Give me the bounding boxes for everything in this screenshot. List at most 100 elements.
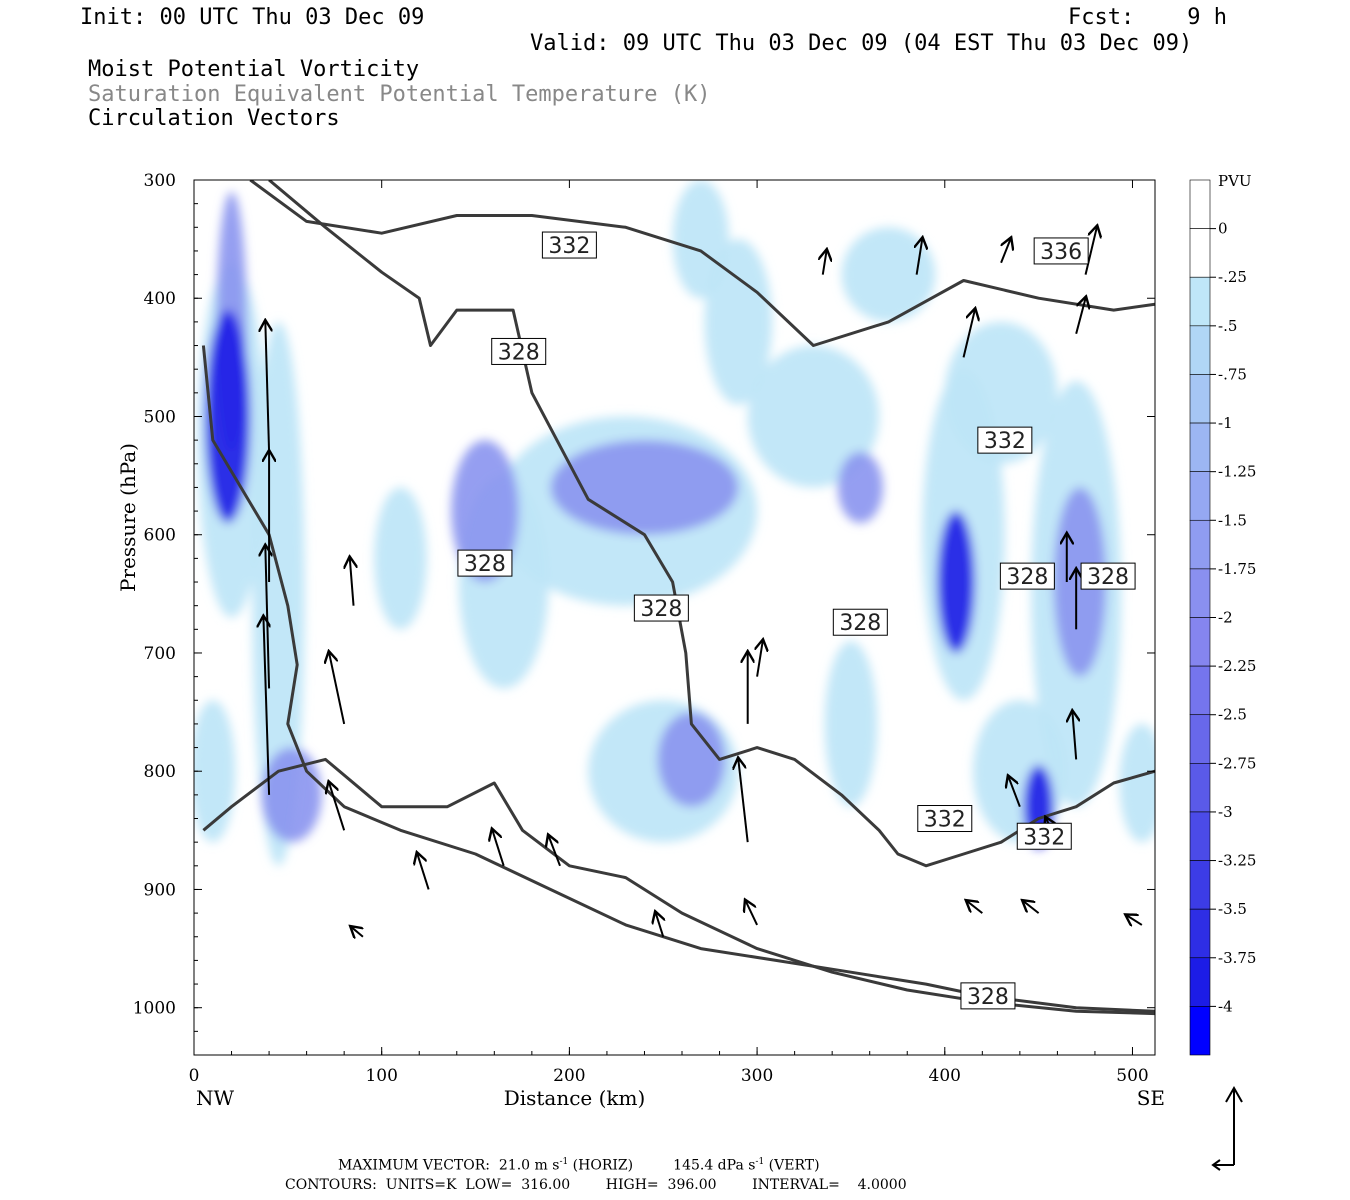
plot-frame xyxy=(193,179,1156,1056)
x-tick-label: 400 xyxy=(929,1066,961,1086)
y-tick-label: 900 xyxy=(144,880,176,900)
x-tick-label: 300 xyxy=(741,1066,773,1086)
y-tick-label: 1000 xyxy=(133,999,176,1019)
contour-label-text: 328 xyxy=(839,611,881,636)
circulation-vector xyxy=(917,239,923,275)
circulation-vector xyxy=(329,783,346,831)
max-vector-horiz: 21.0 m s xyxy=(498,1157,560,1174)
circulation-vector xyxy=(265,547,269,689)
colorbar-unit: PVU xyxy=(1218,172,1252,190)
pv-blob xyxy=(841,227,936,322)
y-tick-label: 800 xyxy=(144,762,176,782)
circulation-vector xyxy=(1075,298,1085,334)
contour-label: 336 xyxy=(1033,237,1089,265)
circulation-vector xyxy=(492,830,505,867)
circulation-vector xyxy=(757,641,763,677)
pv-blob xyxy=(1119,723,1155,843)
contour-label-box xyxy=(633,594,689,622)
pv-blob xyxy=(205,310,251,523)
init-time: Init: 00 UTC Thu 03 Dec 09 xyxy=(80,5,425,30)
circulation-vector xyxy=(263,618,269,795)
colorbar: PVU 0 -.25 -.5 -.75 -1 -1.25 -1.5 -1.75 -2 -2.25 -2… xyxy=(1189,172,1256,1056)
max-vector-horiz-suffix: (HORIZ) xyxy=(572,1157,634,1174)
circulation-vector xyxy=(1000,239,1010,264)
pv-blob xyxy=(550,440,739,535)
pv-blob xyxy=(194,700,236,843)
colorbar-swatch xyxy=(1189,276,1211,327)
colorbar-swatch xyxy=(1189,325,1211,375)
pv-blob xyxy=(657,712,726,807)
circulation-vector xyxy=(1127,915,1143,924)
circulation-vector xyxy=(549,836,561,867)
x-end-label-left: NW xyxy=(196,1086,235,1110)
y-tick-label: 400 xyxy=(144,289,176,309)
contour-labels: 332 336 328 332 328 328 328 328 328 332 332 328 xyxy=(457,231,1136,1010)
max-vector-note: MAXIMUM VECTOR: 21.0 m s-1 (HORIZ) 145.4… xyxy=(338,1157,820,1174)
valid-time: Valid: 09 UTC Thu 03 Dec 09 (04 EST Thu … xyxy=(530,31,1193,56)
colorbar-swatch xyxy=(1189,714,1211,764)
axes: 0 100 200 300 400 500 300 400 500 600 700 800 900 100… xyxy=(116,171,1165,1110)
vert-unit-exponent: -1 xyxy=(755,1157,765,1167)
contour-label: 328 xyxy=(999,562,1055,590)
contour-label-text: 332 xyxy=(1023,825,1065,850)
colorbar-label: 0 xyxy=(1218,220,1228,238)
colorbar-label: -2.25 xyxy=(1218,657,1256,675)
circulation-vector xyxy=(1009,777,1021,808)
colorbar-swatch xyxy=(1189,374,1211,424)
contour-label-text: 328 xyxy=(1087,565,1129,590)
reference-vector-icon xyxy=(1211,1085,1243,1171)
colorbar-label: -2.5 xyxy=(1218,706,1247,724)
circulation-vector xyxy=(967,901,983,914)
y-axis-label: Pressure (hPa) xyxy=(116,443,140,592)
field-title-pv: Moist Potential Vorticity xyxy=(88,57,420,82)
contour-label-box xyxy=(1080,562,1136,590)
pv-blob xyxy=(374,487,427,630)
contour-label-text: 332 xyxy=(924,808,966,833)
theta-contour-line xyxy=(268,180,1155,868)
y-tick-label: 300 xyxy=(144,171,176,191)
contour-label-box xyxy=(999,562,1055,590)
contour-label: 328 xyxy=(491,337,547,365)
colorbar-swatch xyxy=(1189,763,1211,813)
colorbar-swatch xyxy=(1189,422,1211,472)
colorbar-label: -3.75 xyxy=(1218,949,1256,967)
y-tick-label: 700 xyxy=(144,644,176,664)
contour-label-box xyxy=(960,982,1016,1010)
contour-label-box xyxy=(541,231,597,259)
theta-contour-line xyxy=(249,180,1155,347)
contour-label: 328 xyxy=(832,608,888,636)
colorbar-label: -1.25 xyxy=(1218,463,1256,481)
colorbar-swatch xyxy=(1189,228,1211,278)
pv-blob xyxy=(451,440,519,583)
contour-label: 328 xyxy=(633,594,689,622)
circulation-vector xyxy=(962,310,975,358)
x-tick-label: 200 xyxy=(553,1066,585,1086)
pv-blob xyxy=(837,451,883,523)
contour-label-box xyxy=(457,549,513,577)
x-tick-label: 0 xyxy=(189,1066,200,1086)
colorbar-label: -2.75 xyxy=(1218,754,1256,772)
contour-info: CONTOURS: UNITS=K LOW= 316.00 HIGH= 396.… xyxy=(285,1177,907,1193)
colorbar-swatch xyxy=(1189,811,1211,861)
x-tick-label: 500 xyxy=(1116,1066,1148,1086)
colorbar-swatch xyxy=(1189,519,1211,570)
colorbar-swatch xyxy=(1189,471,1211,521)
colorbar-label: -3.25 xyxy=(1218,852,1256,870)
contour-label-text: 336 xyxy=(1040,240,1082,265)
circulation-vector xyxy=(1024,901,1040,914)
pv-shading xyxy=(194,180,1155,866)
contour-label-text: 328 xyxy=(464,552,506,577)
contour-label: 328 xyxy=(457,549,513,577)
circulation-vector xyxy=(738,759,749,843)
circulation-vector xyxy=(1084,227,1097,275)
colorbar-swatch xyxy=(1189,860,1211,910)
circulation-vectors xyxy=(263,227,1143,936)
contour-label-text: 328 xyxy=(1006,565,1048,590)
colorbar-label: -1 xyxy=(1218,414,1233,432)
field-title-vectors: Circulation Vectors xyxy=(88,106,340,131)
circulation-vector xyxy=(352,927,363,936)
contour-label: 332 xyxy=(977,426,1033,454)
contour-label: 332 xyxy=(541,231,597,259)
max-vector-vert: 145.4 dPa s xyxy=(673,1157,756,1174)
contour-label-box xyxy=(1033,237,1089,265)
